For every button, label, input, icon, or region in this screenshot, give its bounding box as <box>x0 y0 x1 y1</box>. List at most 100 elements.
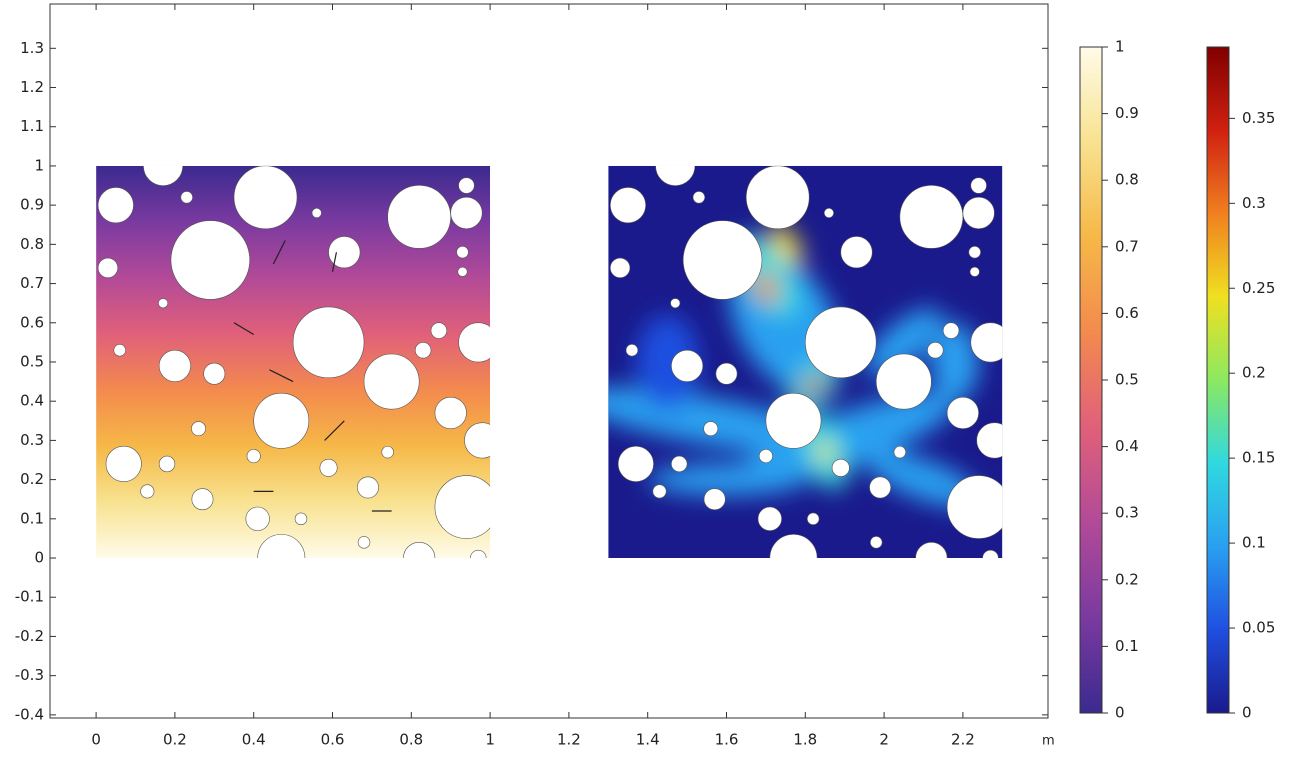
hole <box>715 362 738 385</box>
hole <box>470 549 487 559</box>
y-tick-label: -0.1 <box>15 588 44 606</box>
hole <box>311 207 322 219</box>
hole <box>458 177 475 194</box>
hole <box>757 506 782 531</box>
flow-arrow <box>331 252 338 272</box>
y-tick-label: 0.5 <box>20 352 44 370</box>
hole <box>381 445 394 459</box>
x-tick-label: 1.4 <box>636 731 660 749</box>
velocity-field <box>608 165 1003 559</box>
colorbar-tick-label: 0 <box>1242 704 1252 722</box>
colorbar <box>1079 46 1103 714</box>
x-tick-label: 1.2 <box>557 731 581 749</box>
x-tick-label: 0.8 <box>399 731 423 749</box>
y-tick-label: 0.7 <box>20 274 44 292</box>
hole <box>357 476 379 499</box>
y-tick-label: 0 <box>34 549 44 567</box>
colorbar-tick-label: 0.8 <box>1115 171 1139 189</box>
hole <box>253 392 310 449</box>
hole <box>113 344 126 357</box>
hole <box>434 396 467 430</box>
hole <box>191 421 206 437</box>
hole <box>143 165 184 186</box>
x-tick-label: 1.6 <box>715 731 739 749</box>
hole <box>703 488 726 511</box>
colorbar-tick-label: 0.2 <box>1115 570 1139 588</box>
colorbar-tick-label: 0.35 <box>1242 109 1275 127</box>
colorbar-tick-label: 0.6 <box>1115 304 1139 322</box>
hole <box>450 196 483 230</box>
hole <box>257 534 306 559</box>
colorbar-tick-label: 0.3 <box>1242 194 1266 212</box>
x-unit: m <box>1042 734 1055 749</box>
x-tick-label: 1.8 <box>793 731 817 749</box>
hole <box>191 488 214 511</box>
hole <box>745 165 810 230</box>
hole <box>457 266 468 277</box>
y-tick-label: 0.3 <box>20 431 44 449</box>
colorbar-tick-label: 0.25 <box>1242 279 1275 297</box>
hole <box>671 349 704 382</box>
hole <box>319 458 338 477</box>
hole <box>976 422 1003 459</box>
field-blob <box>865 308 943 377</box>
flow-arrow <box>272 240 286 265</box>
hole <box>982 549 999 559</box>
hole <box>430 322 448 339</box>
field-blob <box>733 392 957 489</box>
hole <box>609 257 631 279</box>
y-tick-label: -0.3 <box>15 666 44 684</box>
hole <box>655 165 696 186</box>
colorbar-tick-label: 1 <box>1115 38 1125 56</box>
x-tick-label: 0.4 <box>242 731 266 749</box>
hole <box>942 322 960 339</box>
field-blob <box>931 322 979 402</box>
hole <box>758 449 773 464</box>
x-tick-label: 0.6 <box>321 731 345 749</box>
hole <box>652 484 667 499</box>
colorbar-tick-label: 0.1 <box>1242 534 1266 552</box>
hole <box>915 541 948 559</box>
hole <box>403 541 436 559</box>
hole <box>625 344 639 357</box>
hole <box>927 342 944 359</box>
y-tick-label: 0.4 <box>20 392 44 410</box>
hole <box>899 185 964 249</box>
hole <box>970 177 987 194</box>
hole <box>875 353 932 410</box>
colorbar-tick-label: 0.5 <box>1115 371 1139 389</box>
hole <box>158 349 191 382</box>
x-tick-label: 0 <box>91 731 101 749</box>
y-tick-label: 1 <box>34 156 44 174</box>
y-tick-label: 0.8 <box>20 235 44 253</box>
y-tick-label: 0.9 <box>20 196 44 214</box>
hole <box>869 476 892 499</box>
hole <box>969 266 980 277</box>
y-tick-label: 1.2 <box>20 78 44 96</box>
hole <box>97 257 119 279</box>
hole <box>294 512 308 526</box>
hole <box>387 185 451 249</box>
hole <box>692 191 706 204</box>
colorbar-tick-label: 0.2 <box>1242 364 1266 382</box>
hole <box>357 536 371 549</box>
colorbar-tick-label: 0.05 <box>1242 619 1275 637</box>
hole <box>617 445 654 482</box>
field-blob <box>816 440 834 464</box>
potential-field <box>96 165 491 559</box>
hole <box>765 392 822 449</box>
hole <box>893 445 907 459</box>
hole <box>840 236 873 269</box>
x-tick-label: 2.2 <box>951 731 975 749</box>
hole <box>671 455 688 473</box>
x-tick-label: 1 <box>485 731 495 749</box>
colorbar-tick-label: 0.9 <box>1115 104 1139 122</box>
flow-arrow <box>233 322 255 336</box>
hole <box>203 362 226 385</box>
flow-arrow <box>324 420 345 441</box>
hole <box>870 536 883 549</box>
hole <box>414 342 432 359</box>
field-blob <box>768 223 803 265</box>
field-blob <box>635 314 699 410</box>
y-tick-label: -0.4 <box>15 705 44 723</box>
